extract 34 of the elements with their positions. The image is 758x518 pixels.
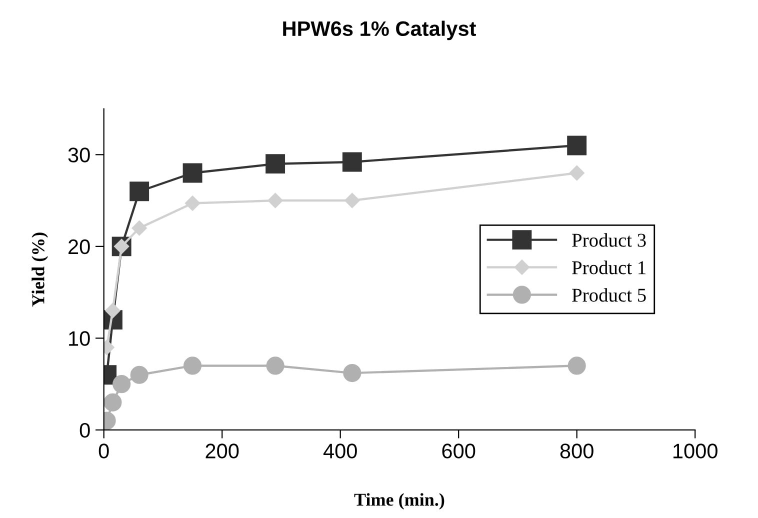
point	[132, 220, 147, 236]
point	[184, 196, 200, 211]
point	[567, 136, 587, 156]
point	[343, 364, 362, 382]
point	[344, 192, 360, 208]
point	[182, 163, 202, 183]
x-tick-label: 200	[206, 444, 239, 458]
point	[266, 356, 284, 375]
legend-label: Product 1	[572, 260, 646, 274]
point	[184, 356, 202, 375]
x-tick-label: 1000	[674, 444, 718, 458]
point	[268, 192, 283, 208]
legend-label: Product 3	[572, 233, 646, 247]
y-tick-label: 20	[68, 239, 90, 254]
point	[569, 165, 584, 181]
chart-title: HPW6s 1% Catalyst	[283, 20, 476, 40]
x-tick-label: 800	[560, 444, 594, 458]
y-tick-label: 10	[69, 331, 90, 346]
point	[266, 154, 286, 174]
x-tick-label: 400	[323, 444, 357, 458]
point	[104, 393, 122, 412]
legend-label: Product 5	[572, 288, 646, 302]
y-axis-title: Yield (%)	[32, 232, 48, 307]
point	[568, 356, 586, 375]
x-tick-label: 0	[98, 444, 109, 458]
x-tick-label: 600	[442, 444, 476, 458]
y-tick-label: 30	[68, 148, 90, 162]
point	[342, 152, 362, 172]
point	[112, 375, 131, 394]
x-axis-title: Time (min.)	[354, 493, 444, 510]
y-tick-label: 0	[80, 422, 90, 438]
point	[130, 182, 150, 202]
point	[130, 366, 148, 384]
point	[105, 303, 120, 318]
